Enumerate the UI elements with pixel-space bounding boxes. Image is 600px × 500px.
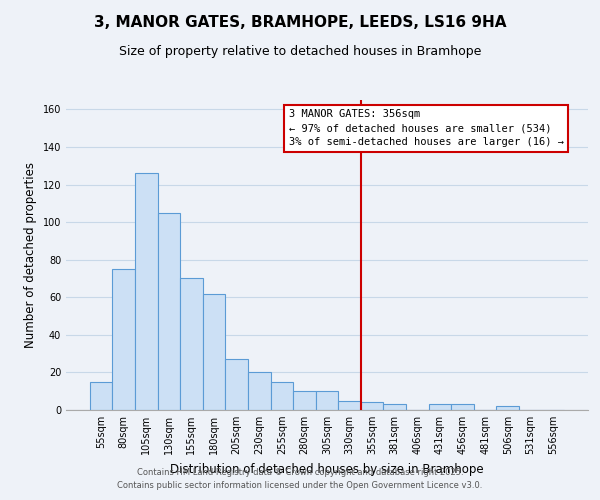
Bar xyxy=(316,391,338,410)
Bar xyxy=(361,402,383,410)
Text: 3, MANOR GATES, BRAMHOPE, LEEDS, LS16 9HA: 3, MANOR GATES, BRAMHOPE, LEEDS, LS16 9H… xyxy=(94,15,506,30)
Y-axis label: Number of detached properties: Number of detached properties xyxy=(24,162,37,348)
Bar xyxy=(428,404,451,410)
Bar xyxy=(271,382,293,410)
Bar xyxy=(248,372,271,410)
Bar xyxy=(451,404,474,410)
Bar xyxy=(293,391,316,410)
Bar xyxy=(338,400,361,410)
Bar xyxy=(203,294,226,410)
X-axis label: Distribution of detached houses by size in Bramhope: Distribution of detached houses by size … xyxy=(170,462,484,475)
Bar xyxy=(112,269,135,410)
Text: Contains HM Land Registry data © Crown copyright and database right 2025.: Contains HM Land Registry data © Crown c… xyxy=(137,468,463,477)
Bar xyxy=(135,174,158,410)
Text: Size of property relative to detached houses in Bramhope: Size of property relative to detached ho… xyxy=(119,45,481,58)
Bar xyxy=(226,360,248,410)
Bar xyxy=(158,212,180,410)
Bar xyxy=(180,278,203,410)
Bar xyxy=(383,404,406,410)
Text: 3 MANOR GATES: 356sqm
← 97% of detached houses are smaller (534)
3% of semi-deta: 3 MANOR GATES: 356sqm ← 97% of detached … xyxy=(289,110,563,148)
Bar xyxy=(496,406,519,410)
Bar xyxy=(90,382,112,410)
Text: Contains public sector information licensed under the Open Government Licence v3: Contains public sector information licen… xyxy=(118,482,482,490)
